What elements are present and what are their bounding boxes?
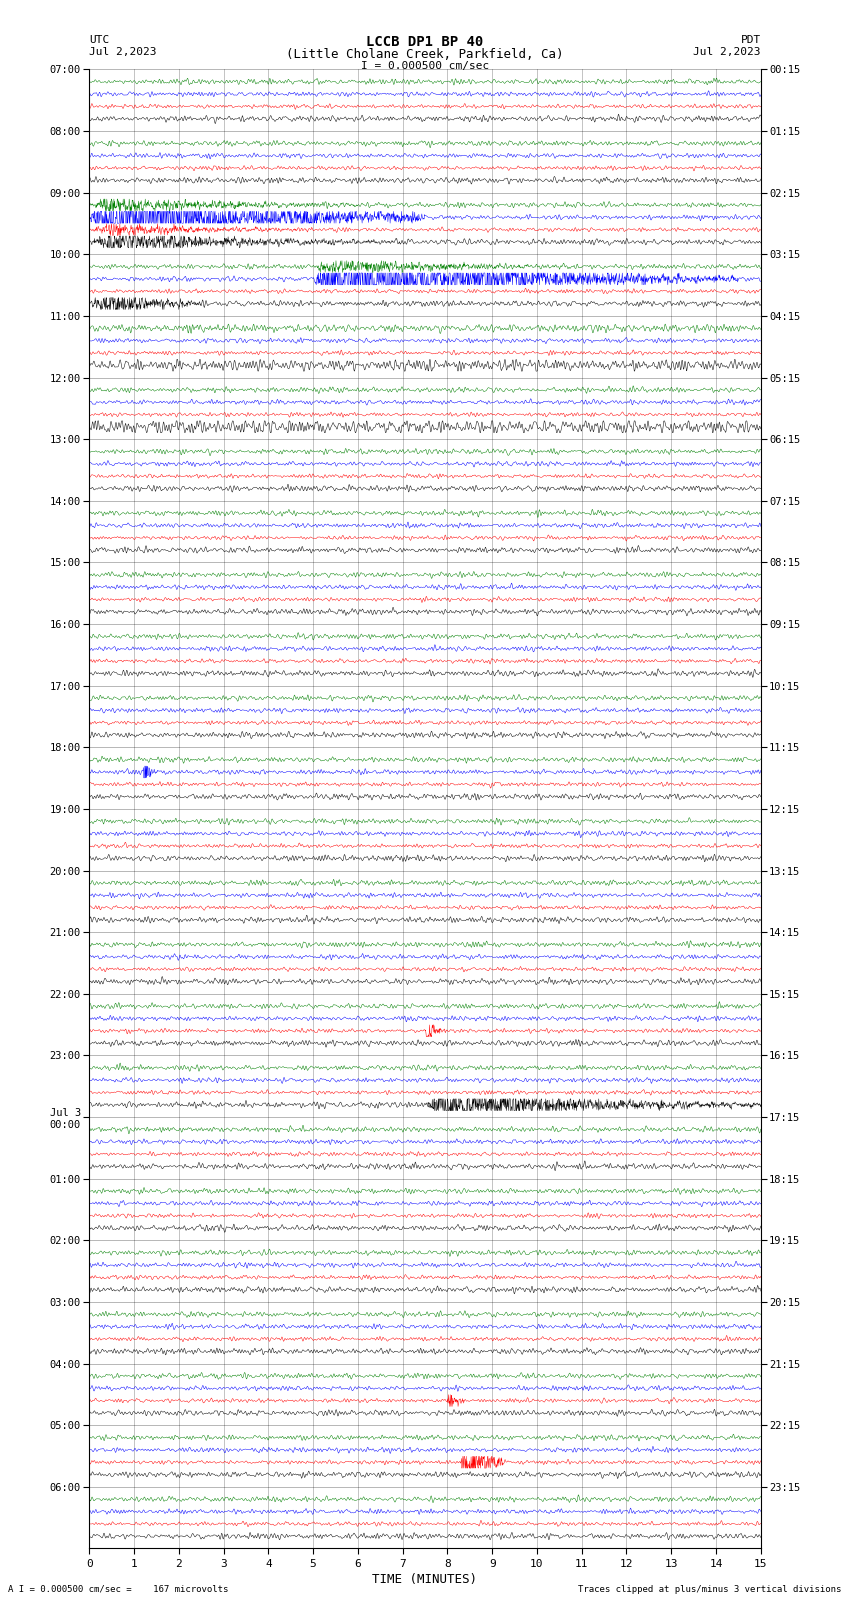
Text: PDT: PDT — [740, 35, 761, 45]
Text: Jul 2,2023: Jul 2,2023 — [89, 47, 156, 56]
Text: I = 0.000500 cm/sec: I = 0.000500 cm/sec — [361, 61, 489, 71]
Text: LCCB DP1 BP 40: LCCB DP1 BP 40 — [366, 35, 484, 50]
X-axis label: TIME (MINUTES): TIME (MINUTES) — [372, 1573, 478, 1586]
Text: UTC: UTC — [89, 35, 110, 45]
Text: Traces clipped at plus/minus 3 vertical divisions: Traces clipped at plus/minus 3 vertical … — [578, 1584, 842, 1594]
Text: Jul 2,2023: Jul 2,2023 — [694, 47, 761, 56]
Text: A I = 0.000500 cm/sec =    167 microvolts: A I = 0.000500 cm/sec = 167 microvolts — [8, 1584, 229, 1594]
Text: (Little Cholane Creek, Parkfield, Ca): (Little Cholane Creek, Parkfield, Ca) — [286, 48, 564, 61]
